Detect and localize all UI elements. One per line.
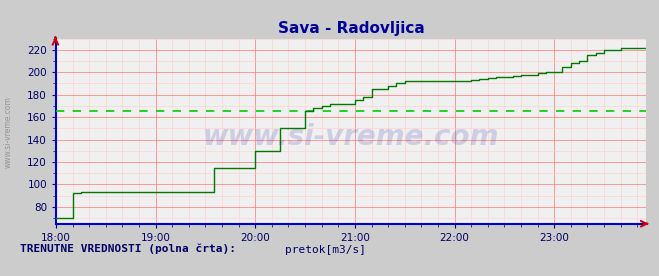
Text: www.si-vreme.com: www.si-vreme.com <box>203 123 499 151</box>
Text: TRENUTNE VREDNOSTI (polna črta):: TRENUTNE VREDNOSTI (polna črta): <box>20 243 236 254</box>
Title: Sava - Radovljica: Sava - Radovljica <box>277 21 424 36</box>
Text: www.si-vreme.com: www.si-vreme.com <box>3 97 13 168</box>
Text: pretok[m3/s]: pretok[m3/s] <box>285 245 366 255</box>
